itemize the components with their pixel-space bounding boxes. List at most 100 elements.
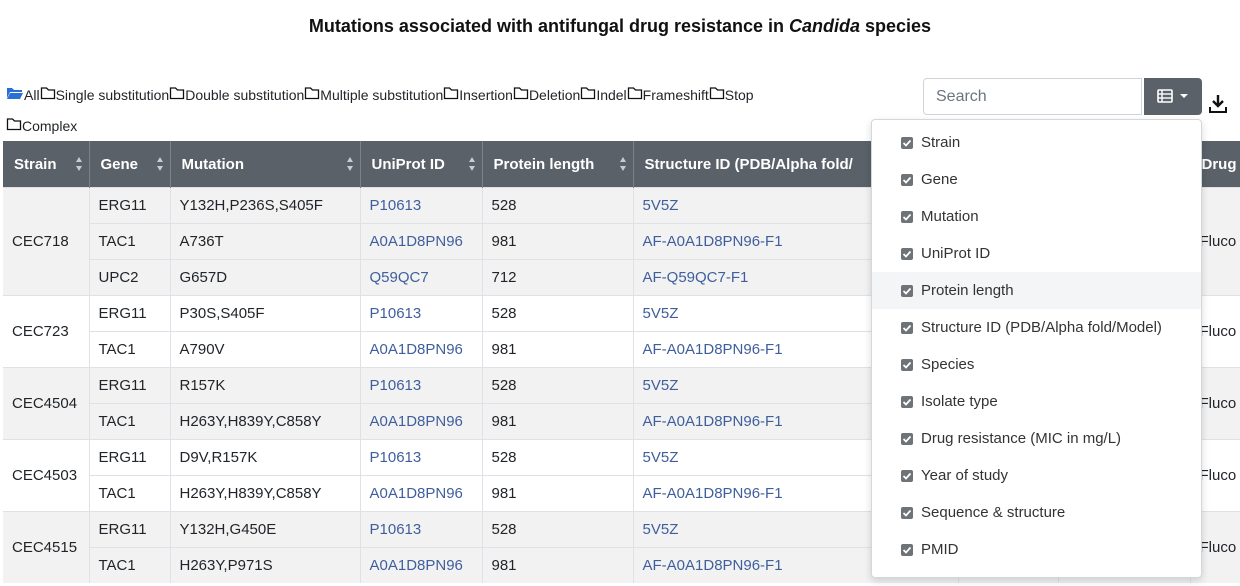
cell: 981 xyxy=(482,547,634,583)
cell[interactable]: A0A1D8PN96 xyxy=(360,223,483,260)
column-option[interactable]: Isolate type xyxy=(872,383,1201,420)
folder-icon xyxy=(40,87,55,100)
filter-option[interactable]: Multiple substitution xyxy=(304,86,443,103)
column-option-label: Drug resistance (MIC in mg/L) xyxy=(921,430,1122,447)
column-option-label: UniProt ID xyxy=(921,245,991,262)
download-button[interactable] xyxy=(1209,94,1227,114)
cell: ERG11 xyxy=(89,187,171,224)
cell[interactable]: A0A1D8PN96 xyxy=(360,403,483,440)
column-header[interactable]: UniProt ID xyxy=(360,141,483,188)
column-header[interactable]: Protein length xyxy=(482,141,634,188)
cell: 528 xyxy=(482,187,634,224)
cell[interactable]: P10613 xyxy=(360,187,483,224)
cell[interactable]: P10613 xyxy=(360,367,483,404)
folder-icon xyxy=(305,87,320,100)
checkbox xyxy=(901,136,913,149)
column-option[interactable]: PMID xyxy=(872,531,1201,568)
column-option-label: Strain xyxy=(921,134,961,151)
filter-option[interactable]: Double substitution xyxy=(169,86,304,103)
cell: Y132H,G450E xyxy=(170,511,361,548)
cell: ERG11 xyxy=(89,295,171,332)
cell[interactable]: P10613 xyxy=(360,439,483,476)
filter-bar: Complex xyxy=(6,117,77,134)
cell[interactable]: P10613 xyxy=(360,295,483,332)
columns-toggle[interactable] xyxy=(1144,78,1202,115)
filter-option[interactable]: All xyxy=(6,86,40,103)
column-header[interactable]: Gene xyxy=(89,141,171,188)
title-italic: Candida xyxy=(789,16,861,36)
column-option-label: Structure ID (PDB/Alpha fold/Model) xyxy=(921,319,1162,336)
filter-option[interactable]: Single substitution xyxy=(40,86,170,103)
strain-cell: CEC723 xyxy=(3,295,90,368)
cell: 712 xyxy=(482,259,634,296)
cell[interactable]: A0A1D8PN96 xyxy=(360,331,483,368)
column-option[interactable]: Structure ID (PDB/Alpha fold/Model) xyxy=(872,309,1201,346)
cell[interactable]: P10613 xyxy=(360,511,483,548)
folder-icon xyxy=(513,87,529,100)
table-row: TAC1 H263Y,P971S A0A1D8PN96 981 AF-A0A1D8PN9… xyxy=(3,547,1240,583)
cell: UPC2 xyxy=(89,259,171,296)
filter-label: Double substitution xyxy=(185,87,305,103)
cell: 981 xyxy=(482,475,634,512)
cell: 528 xyxy=(482,511,634,548)
column-option[interactable]: Strain xyxy=(872,124,1201,161)
column-option[interactable]: Protein length xyxy=(872,272,1201,309)
column-option[interactable]: UniProt ID xyxy=(872,235,1201,272)
column-header[interactable]: Strain xyxy=(3,141,90,188)
cell: TAC1 xyxy=(89,475,171,512)
checkbox xyxy=(901,543,913,556)
strain-cell: CEC4504 xyxy=(3,367,90,440)
page-title: Mutations associated with antifungal dru… xyxy=(0,16,1240,37)
column-option-label: Species xyxy=(921,356,975,373)
checkbox xyxy=(901,247,913,260)
cell: TAC1 xyxy=(89,547,171,583)
folder-icon xyxy=(6,118,22,131)
column-option[interactable]: Mutation xyxy=(872,198,1201,235)
column-header[interactable]: Mutation xyxy=(170,141,361,188)
cell[interactable]: A0A1D8PN96 xyxy=(360,547,483,583)
cell: R157K xyxy=(170,367,361,404)
filter-option[interactable]: Indel xyxy=(580,86,627,103)
column-option[interactable]: Year of study xyxy=(872,457,1201,494)
filter-label: Insertion xyxy=(459,87,513,103)
search-input[interactable]: Search xyxy=(923,78,1142,115)
column-option-label: Sequence & structure xyxy=(921,504,1066,521)
filter-label: Multiple substitution xyxy=(320,87,444,103)
filter-option[interactable]: Deletion xyxy=(513,86,580,103)
column-menu: Strain Gene Mutation UniProt ID Protein leng… xyxy=(871,119,1202,578)
header-label: Protein length xyxy=(493,155,595,173)
folder-icon xyxy=(581,87,596,100)
filter-option[interactable]: Insertion xyxy=(443,86,513,103)
filter-option[interactable]: Frameshift xyxy=(627,86,709,103)
column-option[interactable]: Species xyxy=(872,346,1201,383)
toggle-icon xyxy=(1157,89,1188,103)
filter-label: Deletion xyxy=(528,87,581,103)
cell: H263Y,H839Y,C858Y xyxy=(170,403,361,440)
title-text: species xyxy=(860,16,932,36)
filter-label: Single substitution xyxy=(55,87,170,103)
column-option-label: Gene xyxy=(921,171,958,188)
cell[interactable]: A0A1D8PN96 xyxy=(360,475,483,512)
sort-icon xyxy=(346,157,353,171)
header-label: Strain xyxy=(14,155,57,173)
filter-label: Stop xyxy=(724,87,754,103)
strain-cell: CEC4515 xyxy=(3,511,90,583)
cell[interactable]: Q59QC7 xyxy=(360,259,483,296)
cell: TAC1 xyxy=(89,331,171,368)
filter-label: Complex xyxy=(22,118,78,134)
checkbox xyxy=(901,210,913,223)
header-label: Mutation xyxy=(181,155,244,173)
cell: 981 xyxy=(482,331,634,368)
column-option-label: PMID xyxy=(921,541,959,558)
column-option[interactable]: Sequence & structure xyxy=(872,494,1201,531)
column-option[interactable]: Drug resistance (MIC in mg/L) xyxy=(872,420,1201,457)
column-option-label: Mutation xyxy=(921,208,979,225)
header-label: Structure ID (PDB/Alpha fold/ xyxy=(644,155,853,173)
folder-icon xyxy=(7,88,23,99)
cell: 981 xyxy=(482,223,634,260)
checkbox xyxy=(901,469,913,482)
filter-option[interactable]: Stop xyxy=(709,86,754,103)
column-option-label: Isolate type xyxy=(921,393,998,410)
column-option[interactable]: Gene xyxy=(872,161,1201,198)
filter-option[interactable]: Complex xyxy=(6,117,77,134)
